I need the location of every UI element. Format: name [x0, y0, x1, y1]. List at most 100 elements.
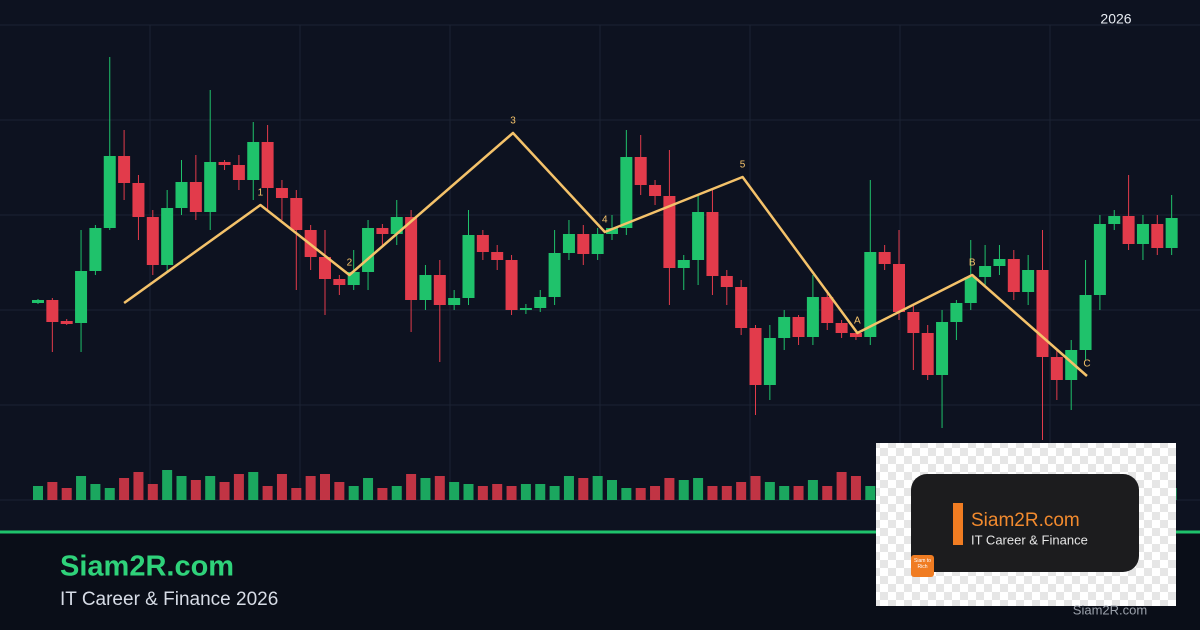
candle-body: [462, 235, 475, 298]
wave-label: C: [1083, 359, 1090, 370]
candle-body: [376, 228, 389, 234]
volume-bar: [449, 482, 460, 500]
candle-body: [792, 317, 805, 337]
candle-body: [907, 312, 920, 333]
volume-bar: [578, 478, 589, 500]
candle-body: [448, 298, 461, 305]
candle-body: [405, 217, 418, 300]
candle-body: [204, 162, 217, 212]
candle-body: [849, 333, 862, 337]
volume-bar: [850, 476, 861, 500]
candle-body: [491, 252, 504, 260]
volume-bar: [592, 476, 603, 500]
candle-body: [1036, 270, 1049, 357]
candle-body: [146, 217, 159, 265]
volume-bar: [678, 480, 689, 500]
volume-bar: [520, 484, 531, 500]
tagline: IT Career & Finance 2026: [60, 589, 278, 610]
volume-bar: [76, 476, 87, 500]
candle-body: [290, 198, 303, 230]
candle-body: [1065, 350, 1078, 380]
logo-name: Siam2R.com: [971, 510, 1080, 531]
candle-body: [921, 333, 934, 375]
volume-bar: [147, 484, 158, 500]
volume-bar: [463, 484, 474, 500]
candle-body: [232, 165, 245, 180]
volume-bar: [47, 482, 58, 500]
candle-body: [1093, 224, 1106, 295]
candle-body: [1108, 216, 1121, 224]
candle-body: [1151, 224, 1164, 248]
volume-bar: [276, 474, 287, 500]
logo-bar: [953, 503, 963, 545]
volume-bar: [549, 486, 560, 500]
candle-body: [519, 308, 532, 310]
candle-body: [706, 212, 719, 276]
volume-bar: [334, 482, 345, 500]
volume-bar: [807, 480, 818, 500]
candle-body: [964, 277, 977, 303]
candle-body: [1136, 224, 1149, 244]
candle-body: [319, 257, 331, 279]
volume-bar: [391, 486, 402, 500]
volume-bar: [262, 486, 273, 500]
wave-line: [123, 131, 1088, 377]
volume-bar: [248, 472, 259, 500]
candle-body: [577, 234, 590, 254]
wave-label: B: [969, 258, 976, 269]
candle-body: [476, 235, 489, 252]
volume-bar: [176, 476, 187, 500]
volume-bar: [621, 488, 632, 500]
candle-body: [634, 157, 647, 185]
volume-bar: [291, 488, 302, 500]
wave-label: A: [854, 316, 861, 327]
candle-body: [562, 234, 575, 253]
candle-body: [749, 328, 762, 385]
candle-body: [720, 276, 733, 287]
logo-badge: [911, 555, 934, 577]
volume-bar: [535, 484, 546, 500]
volume-bar: [836, 472, 847, 500]
volume-bar: [104, 488, 115, 500]
candle-body: [821, 297, 834, 323]
candle-body: [649, 185, 662, 196]
brand: Siam2R.com: [60, 551, 234, 583]
candle-body: [218, 162, 231, 165]
volume-bar: [506, 486, 517, 500]
candle-body: [620, 157, 633, 228]
volume-bar: [707, 486, 718, 500]
candle-body: [735, 287, 748, 328]
wave-label: 2: [347, 258, 353, 269]
candle-body: [993, 259, 1006, 266]
candle-body: [118, 156, 131, 183]
candle-body: [778, 317, 791, 338]
volume-bar: [320, 474, 330, 500]
candle-body: [534, 297, 547, 308]
wave-label: 3: [510, 116, 516, 127]
volume-bar: [635, 488, 646, 500]
volume-bar: [793, 486, 804, 500]
volume-bar: [33, 486, 43, 500]
candle-body: [103, 156, 116, 228]
candle-body: [32, 300, 44, 303]
volume-bar: [219, 482, 230, 500]
wave-label: 4: [602, 215, 608, 226]
candle-body: [548, 253, 561, 297]
volume-bar: [377, 488, 388, 500]
candle-body: [1165, 218, 1178, 248]
logo-card: Siam2R.com IT Career & Finance Siam to R…: [876, 443, 1176, 606]
candle-body: [606, 228, 618, 234]
volume-bar: [779, 486, 790, 500]
candle-body: [1122, 216, 1135, 244]
volume-bar: [563, 476, 574, 500]
volume-bar: [693, 478, 704, 500]
candle-body: [692, 212, 705, 260]
volume-bar: [420, 478, 431, 500]
volume-bar: [607, 480, 617, 500]
volume-bar: [348, 486, 359, 500]
volume-bar: [492, 484, 503, 500]
candle-body: [835, 323, 848, 333]
candle-body: [950, 303, 963, 322]
candle-body: [591, 234, 604, 254]
volume-bar: [305, 476, 316, 500]
